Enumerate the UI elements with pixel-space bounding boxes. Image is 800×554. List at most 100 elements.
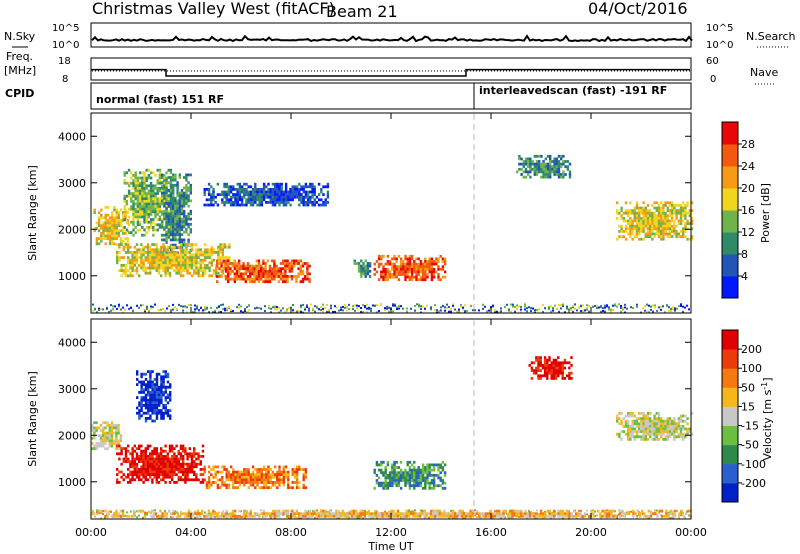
heatmap-cell [435, 484, 438, 488]
noise-cell [354, 309, 356, 312]
heatmap-cell [540, 154, 543, 158]
heatmap-cell [277, 280, 280, 284]
heatmap-cell [149, 176, 153, 180]
heatmap-cell [268, 272, 272, 276]
heatmap-cell [115, 229, 118, 233]
heatmap-cell [144, 417, 148, 420]
noise-cell [238, 306, 240, 309]
heatmap-cell [535, 165, 539, 169]
heatmap-cell [169, 230, 173, 234]
heatmap-cell [132, 207, 135, 211]
noise-cell [578, 306, 580, 309]
heatmap-cell [154, 200, 157, 203]
noise-cell [158, 517, 160, 520]
heatmap-cell [108, 221, 112, 225]
heatmap-cell [136, 176, 140, 180]
heatmap-cell [208, 261, 211, 265]
heatmap-cell [212, 468, 215, 471]
heatmap-cell [240, 473, 244, 477]
heatmap-cell [145, 197, 148, 201]
heatmap-cell [410, 473, 414, 477]
heatmap-cell [624, 224, 628, 228]
noise-cell [342, 309, 344, 312]
heatmap-cell [156, 213, 159, 216]
heatmap-cell [171, 258, 174, 262]
heatmap-cell [640, 217, 643, 220]
heatmap-cell [410, 267, 414, 271]
heatmap-cell [421, 486, 425, 490]
heatmap-cell [129, 470, 132, 474]
heatmap-cell [522, 162, 525, 166]
heatmap-cell [397, 278, 401, 282]
heatmap-cell [273, 193, 277, 196]
heatmap-cell [197, 269, 200, 272]
heatmap-cell [291, 195, 294, 199]
heatmap-cell [144, 372, 148, 376]
heatmap-cell [267, 188, 270, 191]
heatmap-cell [620, 438, 623, 441]
heatmap-cell [95, 444, 98, 448]
noise-cell [594, 305, 596, 307]
heatmap-cell [212, 258, 216, 262]
heatmap-cell [229, 277, 232, 281]
noise-cell [344, 306, 346, 309]
heatmap-cell [313, 198, 316, 202]
heatmap-cell [227, 193, 231, 196]
heatmap-cell [155, 258, 158, 262]
heatmap-cell [179, 462, 183, 466]
heatmap-cell [366, 262, 370, 265]
heatmap-cell [238, 190, 242, 194]
heatmap-cell [158, 226, 162, 229]
heatmap-cell [138, 184, 142, 188]
heatmap-cell [102, 429, 105, 432]
heatmap-cell [138, 205, 142, 208]
heatmap-cell [197, 256, 200, 259]
heatmap-cell [168, 462, 172, 466]
heatmap-cell [273, 272, 276, 276]
heatmap-cell [391, 273, 394, 276]
heatmap-cell [175, 473, 178, 476]
heatmap-cell [208, 248, 211, 252]
heatmap-cell [138, 475, 141, 479]
heatmap-cell [287, 481, 290, 484]
heatmap-cell [302, 486, 305, 490]
heatmap-cell [277, 269, 280, 273]
heatmap-cell [182, 465, 185, 469]
heatmap-cell [629, 412, 632, 415]
heatmap-cell [184, 468, 187, 471]
heatmap-cell [537, 377, 540, 380]
heatmap-cell [140, 455, 143, 458]
heatmap-cell [304, 190, 308, 194]
heatmap-cell [147, 194, 151, 198]
heatmap-cell [262, 269, 265, 273]
noise-cell [328, 308, 330, 311]
noise-cell [466, 310, 468, 313]
heatmap-cell [119, 439, 122, 443]
heatmap-cell [168, 256, 172, 259]
heatmap-cell [183, 241, 186, 244]
heatmap-cell [554, 361, 558, 365]
heatmap-cell [393, 468, 396, 472]
heatmap-cell [380, 275, 383, 279]
noise-cell [164, 510, 166, 513]
heatmap-cell [249, 277, 252, 281]
heatmap-cell [124, 266, 128, 270]
heatmap-cell [169, 215, 173, 218]
heatmap-cell [173, 468, 176, 471]
heatmap-cell [653, 214, 656, 218]
heatmap-cell [186, 264, 189, 267]
heatmap-cell [224, 269, 228, 273]
noise-cell [346, 309, 348, 312]
noise-cell [98, 512, 100, 515]
heatmap-cell [290, 262, 294, 265]
noise-cell [148, 510, 150, 513]
heatmap-cell [273, 185, 277, 189]
heatmap-cell [311, 188, 314, 191]
heatmap-cell [395, 484, 398, 488]
heatmap-cell [131, 470, 134, 474]
heatmap-cell [127, 192, 131, 195]
heatmap-cell [256, 475, 259, 479]
heatmap-cell [291, 198, 294, 202]
heatmap-cell [151, 383, 154, 386]
heatmap-cell [554, 366, 558, 370]
